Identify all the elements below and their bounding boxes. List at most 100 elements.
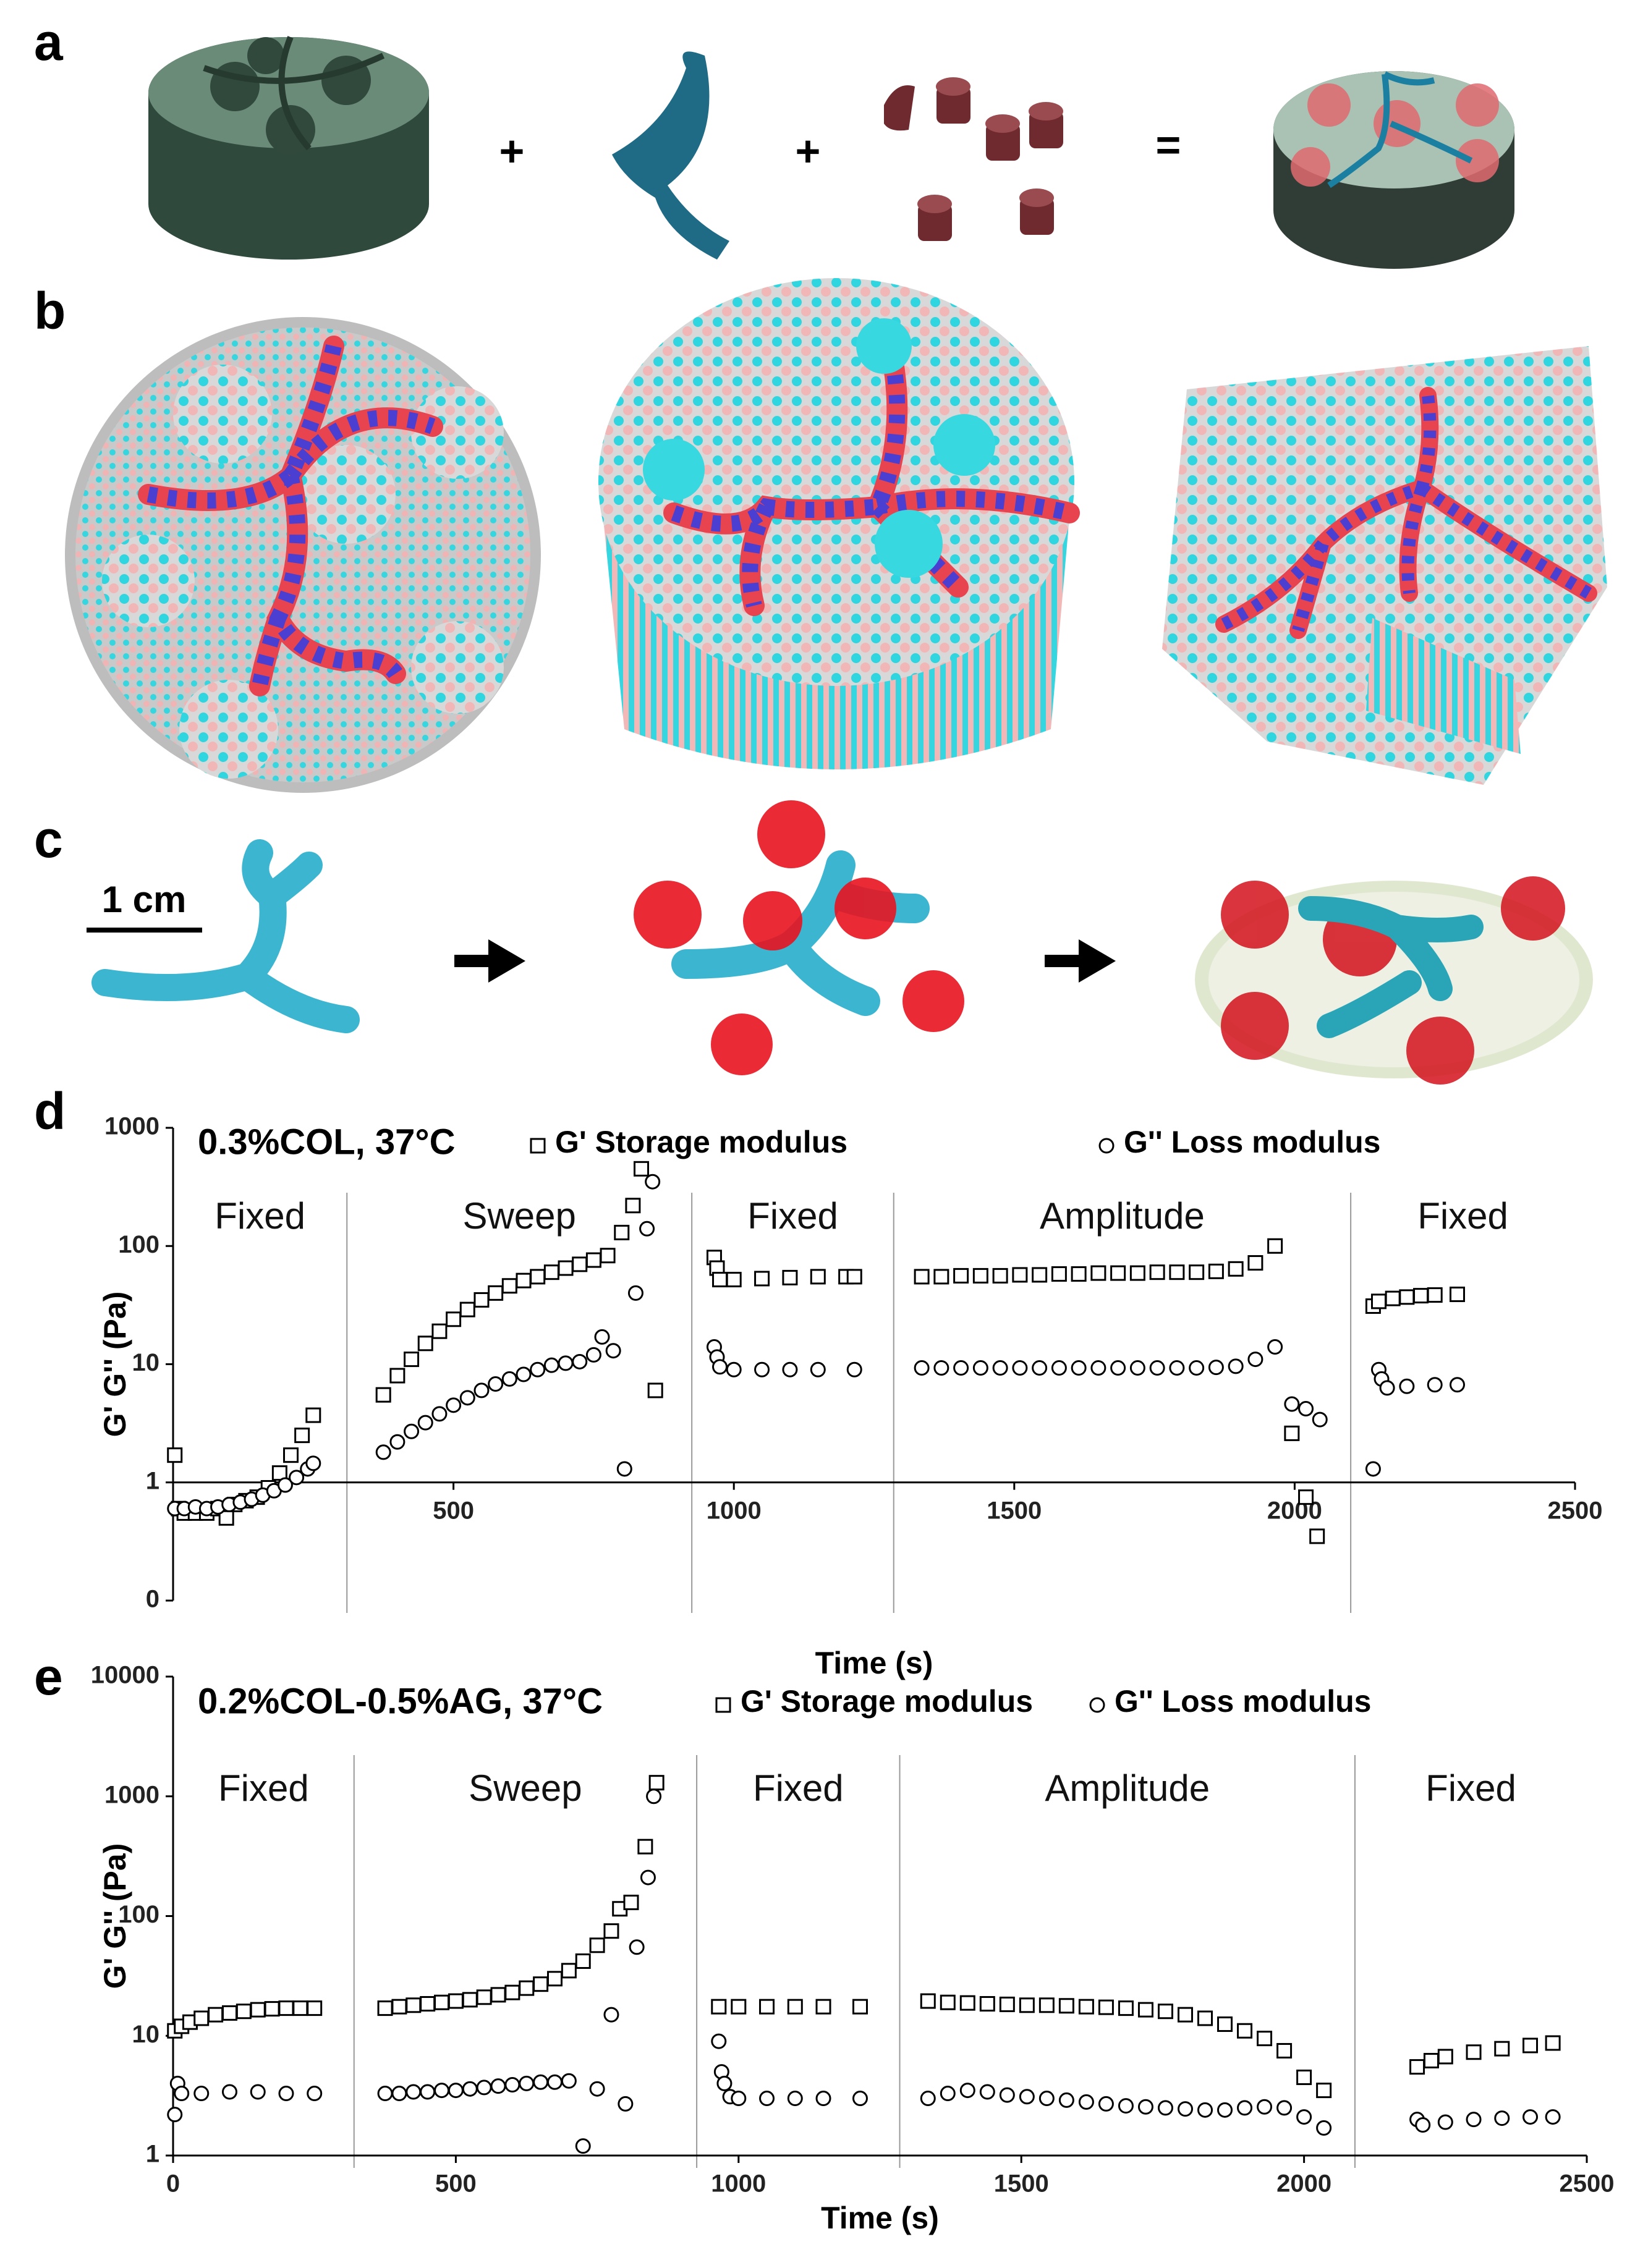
marker-circle	[1449, 1377, 1465, 1393]
marker-square	[959, 1995, 975, 2011]
marker-circle	[726, 1361, 742, 1377]
marker-square	[208, 2007, 224, 2023]
legend-label: G' Storage modulus	[741, 1684, 1033, 1719]
marker-square	[623, 1894, 639, 1910]
marker-circle	[167, 2107, 183, 2123]
marker-circle	[1298, 1401, 1314, 1417]
marker-circle	[754, 1361, 770, 1377]
marker-square	[1494, 2041, 1510, 2057]
marker-circle	[629, 1939, 645, 1955]
marker-square	[543, 1264, 559, 1280]
region-label: Sweep	[469, 1767, 582, 1809]
x-tick-label: 2500	[1548, 1497, 1603, 1524]
marker-circle	[459, 1390, 475, 1406]
marker-circle	[474, 1382, 490, 1398]
marker-square	[846, 1269, 862, 1285]
marker-circle	[572, 1353, 588, 1369]
marker-circle	[1237, 2100, 1253, 2116]
marker-circle	[999, 2087, 1015, 2103]
marker-circle	[711, 2033, 727, 2049]
marker-square	[434, 1994, 450, 2010]
marker-square	[1427, 1287, 1443, 1303]
marker-square	[459, 1301, 475, 1318]
marker-circle	[543, 1357, 559, 1373]
marker-circle	[1494, 2110, 1510, 2126]
region-label: Sweep	[462, 1195, 575, 1237]
marker-circle	[1129, 1360, 1145, 1376]
marker-square	[1309, 1528, 1325, 1544]
marker-circle	[377, 2086, 393, 2102]
marker-circle	[434, 2083, 450, 2099]
marker-square	[585, 1252, 601, 1268]
y-tick-label: 0	[146, 1586, 159, 1613]
marker-square	[1110, 1265, 1126, 1281]
marker-circle	[1038, 2091, 1055, 2107]
marker-circle	[627, 1285, 643, 1301]
marker-square	[1177, 2007, 1193, 2023]
marker-circle	[731, 2091, 747, 2107]
y-tick-label: 1000	[104, 1781, 159, 1808]
marker-square	[193, 2010, 210, 2026]
marker-circle	[446, 1397, 462, 1413]
marker-square	[810, 1269, 826, 1285]
panel-b-illustration	[65, 278, 1607, 793]
marker-circle	[488, 1376, 504, 1392]
panel-label: d	[34, 1082, 66, 1140]
region-label: Fixed	[1425, 1767, 1516, 1809]
marker-circle	[1098, 1138, 1115, 1154]
marker-circle	[959, 2083, 975, 2099]
x-tick-label: 2000	[1267, 1497, 1322, 1524]
marker-circle	[1257, 2099, 1273, 2115]
marker-circle	[1296, 2109, 1312, 2125]
marker-square	[1545, 2035, 1561, 2051]
region-label: Fixed	[214, 1195, 305, 1237]
marker-square	[1316, 2083, 1332, 2099]
marker-square	[417, 1335, 433, 1352]
marker-square	[782, 1269, 798, 1285]
marker-square	[533, 1976, 549, 1992]
marker-circle	[406, 2084, 422, 2100]
marker-circle	[1032, 1360, 1048, 1376]
marker-square	[711, 1999, 727, 2015]
marker-square	[305, 1407, 321, 1423]
marker-circle	[277, 1477, 293, 1493]
marker-circle	[504, 2076, 520, 2092]
marker-circle	[852, 2091, 868, 2107]
marker-circle	[1177, 2101, 1193, 2117]
legend-label: G'' Loss modulus	[1124, 1125, 1380, 1159]
marker-circle	[501, 1371, 517, 1387]
marker-square	[1296, 2069, 1312, 2085]
marker-square	[420, 1995, 436, 2012]
marker-square	[715, 1697, 731, 1713]
marker-square	[1078, 1999, 1094, 2015]
marker-circle	[992, 1360, 1008, 1376]
marker-square	[647, 1382, 663, 1398]
marker-circle	[389, 1434, 406, 1450]
marker-square	[488, 1285, 504, 1301]
region-label: Fixed	[218, 1767, 309, 1809]
x-axis-title: Time (s)	[815, 1646, 933, 1680]
marker-square	[1385, 1290, 1401, 1306]
marker-square	[377, 2000, 393, 2016]
marker-circle	[1437, 2114, 1453, 2130]
marker-square	[307, 2000, 323, 2016]
marker-square	[634, 1161, 650, 1177]
marker-circle	[1228, 1358, 1244, 1374]
marker-square	[1228, 1261, 1244, 1277]
marker-square	[1522, 2037, 1539, 2054]
marker-circle	[546, 2074, 563, 2090]
marker-circle	[174, 2086, 190, 2102]
marker-square	[600, 1248, 616, 1264]
x-tick-label: 2500	[1560, 2170, 1615, 2198]
marker-square	[992, 1267, 1008, 1284]
marker-square	[726, 1272, 742, 1288]
x-tick-label: 500	[435, 2170, 477, 2198]
marker-square	[852, 1999, 868, 2015]
marker-square	[648, 1775, 665, 1791]
y-tick-label: 100	[118, 1901, 159, 1928]
marker-square	[589, 1937, 605, 1953]
marker-square	[1267, 1238, 1283, 1254]
marker-square	[754, 1271, 770, 1287]
marker-square	[236, 2004, 252, 2020]
